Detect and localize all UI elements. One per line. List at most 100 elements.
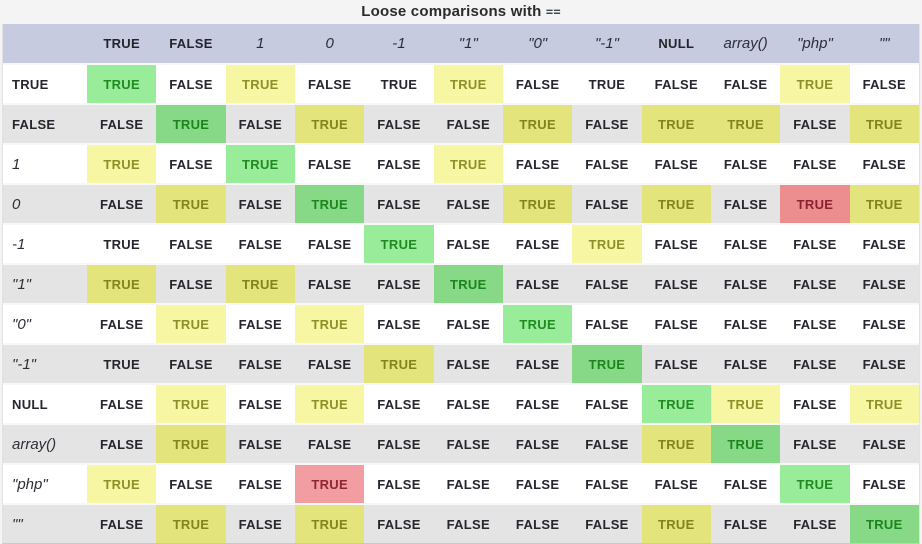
comparison-cell: FALSE: [710, 183, 781, 223]
comparison-cell: FALSE: [641, 63, 711, 103]
table-row: FALSE FALSE TRUE FALSE TRUE FALSE FALSE TRUE FAL…: [3, 103, 919, 143]
comparison-cell: FALSE: [641, 343, 711, 383]
comparison-cell: FALSE: [364, 503, 434, 543]
comparison-cell: FALSE: [572, 143, 642, 183]
comparison-cell: TRUE: [87, 223, 157, 263]
comparison-cell: FALSE: [572, 103, 642, 143]
comparison-cell: TRUE: [502, 183, 573, 223]
row-header: NULL: [3, 383, 87, 423]
comparison-cell: FALSE: [433, 103, 503, 143]
comparison-cell: FALSE: [849, 263, 919, 303]
comparison-cell: FALSE: [641, 463, 711, 503]
comparison-cell: FALSE: [849, 223, 919, 263]
comparison-cell: FALSE: [641, 143, 711, 183]
column-header: 0: [294, 24, 365, 63]
comparison-cell: FALSE: [225, 303, 295, 343]
row-header: "0": [3, 303, 87, 343]
row-header: "1": [3, 263, 87, 303]
comparison-cell: FALSE: [87, 423, 157, 463]
comparison-cell: TRUE: [572, 343, 642, 383]
comparison-cell: TRUE: [849, 383, 919, 423]
comparison-cell: FALSE: [156, 343, 226, 383]
comparison-cell: TRUE: [87, 143, 157, 183]
comparison-cell: TRUE: [502, 303, 573, 343]
comparison-cell: FALSE: [780, 383, 850, 423]
column-header: "php": [780, 24, 850, 63]
comparison-cell: TRUE: [780, 463, 850, 503]
comparison-cell: TRUE: [849, 503, 919, 543]
column-header: TRUE: [87, 24, 157, 63]
comparison-cell: TRUE: [641, 503, 711, 543]
column-header: 1: [225, 24, 295, 63]
comparison-cell: FALSE: [225, 463, 295, 503]
comparison-cell: FALSE: [780, 143, 850, 183]
comparison-cell: FALSE: [572, 503, 642, 543]
comparison-cell: FALSE: [502, 343, 573, 383]
comparison-cell: FALSE: [225, 183, 295, 223]
comparison-cell: FALSE: [710, 143, 781, 183]
comparison-cell: FALSE: [780, 223, 850, 263]
comparison-cell: FALSE: [225, 503, 295, 543]
column-header: "-1": [572, 24, 642, 63]
comparison-cell: TRUE: [225, 263, 295, 303]
comparison-cell: FALSE: [294, 423, 365, 463]
page-title: Loose comparisons with ==: [0, 0, 922, 24]
column-header: -1: [364, 24, 434, 63]
row-header: array(): [3, 423, 87, 463]
comparison-cell: TRUE: [641, 103, 711, 143]
comparison-cell: TRUE: [87, 63, 157, 103]
comparison-cell: FALSE: [849, 463, 919, 503]
comparison-table: TRUE FALSE 1 0 -1 "1" "0" "-1" NULL array() "php" "…: [2, 24, 920, 544]
comparison-cell: TRUE: [364, 63, 434, 103]
comparison-cell: FALSE: [849, 63, 919, 103]
comparison-cell: FALSE: [780, 423, 850, 463]
table-row: "1" TRUE FALSE TRUE FALSE FALSE TRUE FALSE FALSE…: [3, 263, 919, 303]
comparison-cell: FALSE: [849, 303, 919, 343]
comparison-cell: TRUE: [502, 103, 573, 143]
row-header: 1: [3, 143, 87, 183]
header-row: TRUE FALSE 1 0 -1 "1" "0" "-1" NULL array() "php" "…: [3, 24, 919, 63]
comparison-cell: TRUE: [364, 223, 434, 263]
comparison-cell: FALSE: [364, 383, 434, 423]
comparison-cell: FALSE: [502, 263, 573, 303]
row-header: "": [3, 503, 87, 543]
comparison-cell: TRUE: [294, 383, 365, 423]
comparison-cell: FALSE: [710, 343, 781, 383]
comparison-cell: FALSE: [225, 223, 295, 263]
comparison-cell: FALSE: [433, 343, 503, 383]
comparison-cell: FALSE: [849, 143, 919, 183]
comparison-cell: TRUE: [572, 223, 642, 263]
comparison-cell: FALSE: [364, 303, 434, 343]
comparison-cell: TRUE: [433, 63, 503, 103]
comparison-cell: TRUE: [641, 383, 711, 423]
column-header: array(): [710, 24, 781, 63]
row-header: -1: [3, 223, 87, 263]
column-header: FALSE: [156, 24, 226, 63]
comparison-cell: TRUE: [572, 63, 642, 103]
comparison-cell: TRUE: [225, 143, 295, 183]
comparison-cell: TRUE: [433, 143, 503, 183]
comparison-cell: FALSE: [780, 503, 850, 543]
comparison-cell: FALSE: [641, 223, 711, 263]
comparison-cell: FALSE: [502, 463, 573, 503]
comparison-cell: FALSE: [364, 423, 434, 463]
table-row: "-1" TRUE FALSE FALSE FALSE TRUE FALSE FALSE TRU…: [3, 343, 919, 383]
comparison-cell: TRUE: [87, 463, 157, 503]
comparison-cell: FALSE: [502, 63, 573, 103]
title-operator: ==: [545, 5, 561, 19]
comparison-cell: TRUE: [294, 303, 365, 343]
comparison-cell: TRUE: [87, 263, 157, 303]
comparison-cell: TRUE: [87, 343, 157, 383]
comparison-cell: FALSE: [225, 343, 295, 383]
comparison-cell: FALSE: [433, 503, 503, 543]
comparison-cell: FALSE: [433, 383, 503, 423]
row-header: TRUE: [3, 63, 87, 103]
comparison-cell: FALSE: [433, 183, 503, 223]
comparison-cell: TRUE: [641, 183, 711, 223]
comparison-cell: FALSE: [780, 103, 850, 143]
comparison-cell: TRUE: [225, 63, 295, 103]
comparison-cell: TRUE: [294, 463, 365, 503]
comparison-cell: TRUE: [849, 183, 919, 223]
comparison-cell: FALSE: [433, 223, 503, 263]
comparison-cell: FALSE: [641, 303, 711, 343]
